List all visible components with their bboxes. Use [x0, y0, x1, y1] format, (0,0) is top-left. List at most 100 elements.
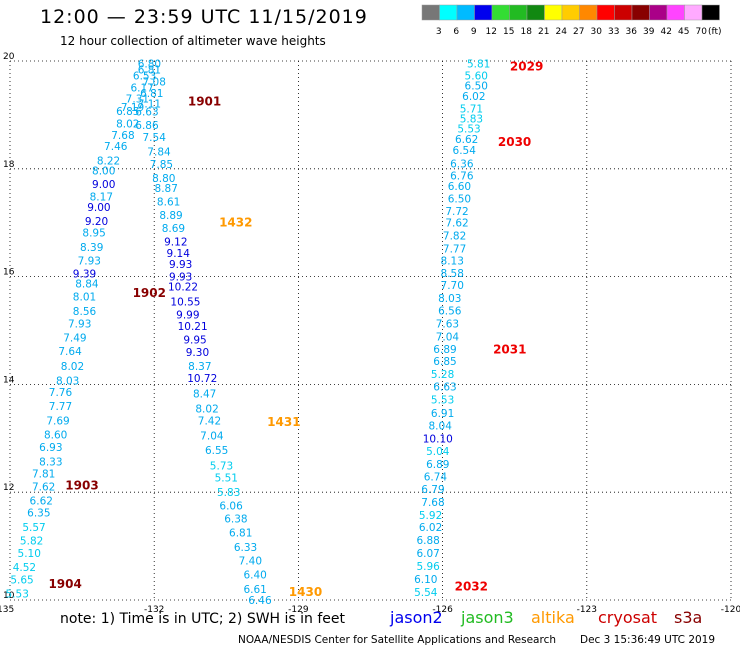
- wave-height-label: 8.58: [441, 268, 464, 280]
- legend-label: 30: [591, 27, 603, 37]
- wave-height-label: 6.46: [248, 595, 272, 607]
- wave-height-plot: -135 -132 -129 -126 -123 -120 20 18 16 14 12 10 6.80…: [0, 52, 740, 615]
- wave-height-label: 6.85: [116, 106, 139, 118]
- wave-height-label: 9.93: [169, 272, 192, 284]
- time-label: 1431: [267, 415, 300, 429]
- wave-height-label: 8.03: [56, 376, 79, 388]
- legend-label: 6: [453, 27, 459, 37]
- time-label: 2030: [498, 135, 531, 149]
- x-tick-label: -132: [144, 605, 164, 615]
- wave-height-label: 7.72: [445, 206, 468, 218]
- wave-height-label: 6.81: [138, 65, 161, 77]
- wave-height-label: 6.02: [419, 522, 442, 534]
- wave-height-label: 8.03: [438, 293, 461, 305]
- wave-height-label: 7.64: [58, 346, 82, 358]
- legend-label: 70: [696, 27, 708, 37]
- wave-height-label: 5.28: [431, 369, 454, 381]
- wave-height-label: 7.11: [138, 99, 161, 111]
- wave-height-label: 8.47: [193, 389, 216, 401]
- wave-height-label: 6.81: [140, 88, 163, 100]
- wave-height-label: 8.87: [155, 183, 178, 195]
- legend-label: 24: [556, 27, 568, 37]
- wave-height-label: 7.46: [104, 141, 128, 153]
- wave-height-label: 7.77: [443, 244, 466, 256]
- wave-height-label: 8.37: [188, 361, 211, 373]
- wave-height-label: 7.68: [421, 497, 444, 509]
- wave-height-label: 7.04: [436, 331, 460, 343]
- legend-label: 3: [436, 27, 442, 37]
- wave-height-label: 10.21: [178, 321, 208, 333]
- wave-height-label: 6.63: [135, 107, 158, 119]
- wave-height-label: 8.02: [195, 404, 218, 416]
- y-tick-label: 16: [3, 268, 15, 278]
- y-tick-label: 18: [3, 160, 15, 170]
- x-tick-label: -126: [432, 605, 453, 615]
- y-tick-label: 10: [3, 591, 15, 601]
- wave-height-label: 8.02: [116, 119, 139, 131]
- x-tick-label: -120: [721, 605, 740, 615]
- wave-height-label: 6.80: [138, 59, 161, 71]
- wave-height-label: 7.70: [441, 280, 464, 292]
- wave-height-label: 7.62: [445, 218, 468, 230]
- wave-height-label: 6.61: [243, 584, 266, 596]
- wave-height-label: 6.88: [416, 535, 439, 547]
- wave-height-label: 7.49: [63, 333, 86, 345]
- legend-label: 15: [503, 27, 514, 37]
- wave-height-label: 8.02: [61, 361, 84, 373]
- wave-height-label: 8.13: [441, 255, 464, 267]
- wave-height-label: 7.76: [49, 387, 73, 399]
- color-scale-legend: 3 6 9 12 15 18 21 24 27 30 33 36 39 42 45 70 (ft): [421, 4, 722, 37]
- wave-height-label: 10.10: [423, 433, 453, 445]
- wave-height-label: 9.14: [167, 248, 191, 260]
- wave-height-label: 6.62: [30, 495, 53, 507]
- wave-height-label: 6.81: [229, 528, 252, 540]
- wave-height-label: 6.62: [455, 134, 478, 146]
- wave-height-label: 7.63: [436, 318, 459, 330]
- x-tick-label: -135: [0, 605, 14, 615]
- wave-height-label: 6.60: [448, 181, 471, 193]
- wave-height-label: 8.33: [39, 456, 62, 468]
- wave-height-label: 5.83: [217, 487, 240, 499]
- wave-height-label: 6.85: [433, 356, 456, 368]
- mission-cryosat: cryosat: [598, 608, 658, 627]
- legend-label: 39: [643, 27, 655, 37]
- wave-height-label: 8.89: [159, 210, 182, 222]
- wave-height-label: 9.00: [92, 179, 115, 191]
- wave-height-label: 5.71: [460, 103, 483, 115]
- legend-label: 18: [521, 27, 533, 37]
- wave-height-label: 6.54: [453, 145, 477, 157]
- y-tick-label: 14: [3, 375, 15, 385]
- wave-height-label: 5.53: [431, 394, 454, 406]
- credit-line: NOAA/NESDIS Center for Satellite Applica…: [238, 634, 556, 646]
- wave-height-label: 8.84: [75, 279, 99, 291]
- wave-height-label: 6.53: [133, 71, 156, 83]
- wave-height-label: 4.52: [13, 562, 36, 574]
- time-label: 2032: [455, 580, 488, 594]
- wave-height-label: 9.12: [164, 237, 187, 249]
- legend-swatch: [701, 4, 720, 21]
- wave-height-label: 5.65: [10, 575, 33, 587]
- wave-height-label: 7.40: [239, 556, 262, 568]
- wave-height-label: 7.42: [198, 416, 221, 428]
- legend-label: 45: [678, 27, 689, 37]
- wave-height-label: 6.56: [438, 306, 462, 318]
- wave-height-label: 5.53: [457, 123, 480, 135]
- wave-height-label: 5.51: [215, 473, 238, 485]
- time-label: 1901: [188, 94, 221, 108]
- wave-height-label: 6.38: [224, 514, 247, 526]
- wave-height-label: 5.04: [426, 446, 450, 458]
- wave-height-label: 7.54: [143, 132, 167, 144]
- legend-label: 9: [471, 27, 477, 37]
- wave-height-label: 6.02: [462, 91, 485, 103]
- chart-title: 12:00 — 23:59 UTC 11/15/2019: [40, 6, 368, 28]
- time-label: 2031: [493, 342, 526, 356]
- wave-height-label: 7.93: [78, 255, 101, 267]
- wave-height-label: 9.00: [87, 202, 110, 214]
- wave-height-label: 6.06: [219, 501, 243, 513]
- wave-height-label: 9.95: [183, 335, 206, 347]
- wave-height-label: 6.35: [27, 508, 50, 520]
- wave-height-label: 6.36: [450, 158, 474, 170]
- wave-height-label: 6.10: [414, 574, 437, 586]
- wave-height-label: 6.50: [465, 80, 488, 92]
- wave-height-label: 5.73: [210, 460, 233, 472]
